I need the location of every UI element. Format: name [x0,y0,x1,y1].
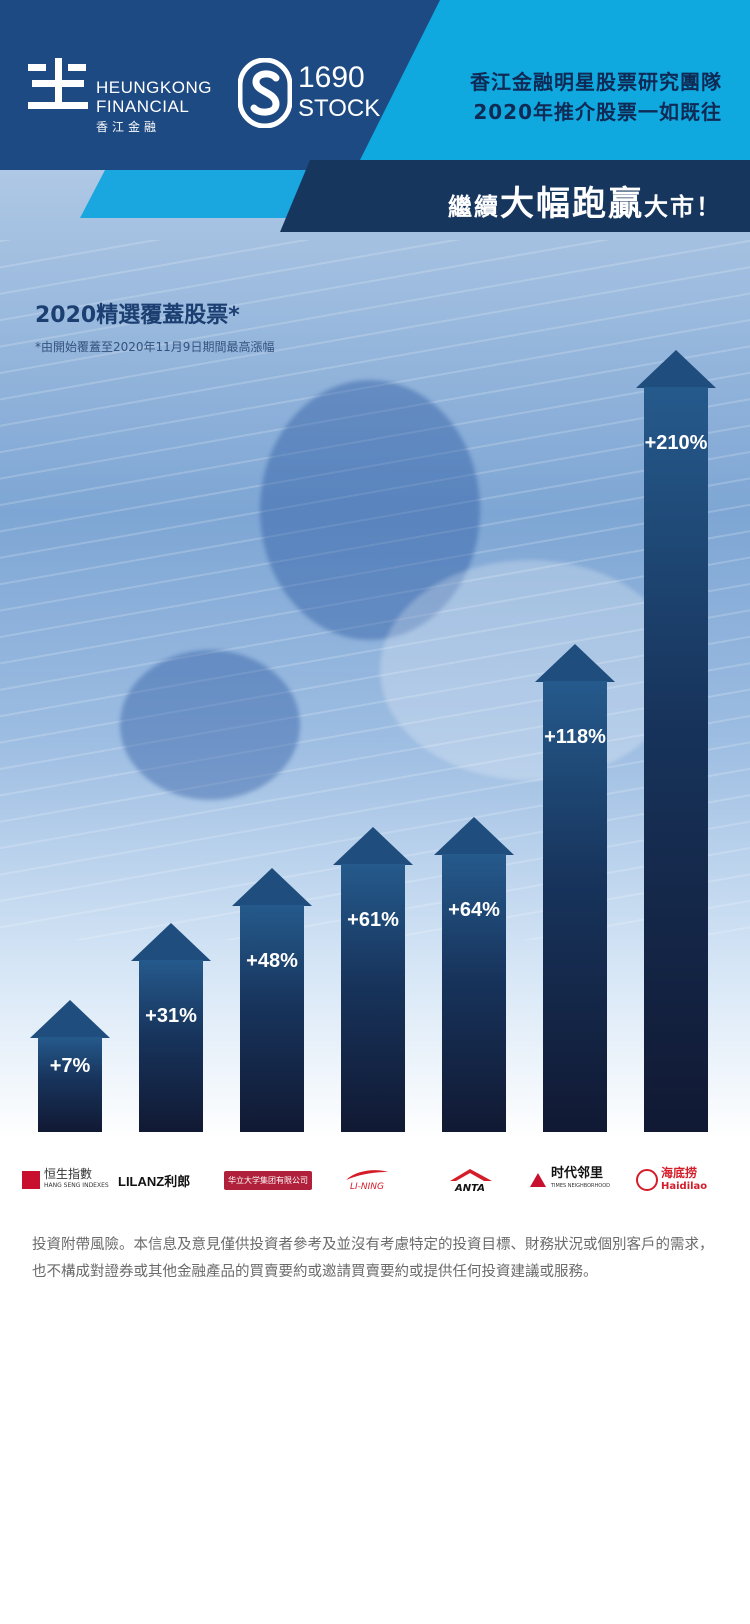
poster-background: HEUNGKONG FINANCIAL 香江金融 1690 STOCK 香江金融… [0,0,750,1140]
anta-name: ANTA [455,1182,485,1194]
times-name-en: TIMES NEIGHBORHOOD [551,1183,611,1189]
arrow-body [442,854,506,1132]
arrow-body [240,905,304,1132]
stock-1690-logo-icon [238,58,292,128]
hsi-name-cn: 恒生指數 [44,1167,93,1181]
haidilao-name-en: Haidilao [661,1181,708,1192]
huali-name: 华立大学集团有限公司 [224,1170,312,1190]
haidilao-logo-text: 海底捞 Haidilao [661,1167,707,1193]
headline-slogan: 繼續大幅跑贏大市！ [448,176,722,225]
haidilao-icon [636,1169,658,1191]
map-shape [260,380,480,640]
arrow-head [333,826,413,865]
arrow-body [644,387,708,1132]
times-logo-text: 时代邻里 TIMES NEIGHBORHOOD [551,1166,611,1192]
arrow-head [131,922,211,961]
arrow-body [38,1036,102,1132]
stock-word: STOCK [298,95,381,122]
arrow-value-label: +7% [49,1054,91,1077]
huali-logo: 华立大学集团有限公司 [224,1160,312,1200]
times-neighborhood-logo: 时代邻里 TIMES NEIGHBORHOOD [528,1160,610,1200]
arrow-head [30,999,110,1038]
hsi-logo: 恒生指數 HANG SENG INDEXES [22,1160,109,1200]
section-note: *由開始覆蓋至2020年11月9日期間最高漲幅 [35,340,275,354]
arrow-value-label: +61% [347,908,399,931]
growth-arrow: +7% [30,999,110,1132]
arrow-head [232,868,312,907]
stock-code: 1690 [298,61,365,94]
anta-logo: ANTA [446,1160,494,1200]
header-banner: HEUNGKONG FINANCIAL 香江金融 1690 STOCK 香江金融… [0,0,750,235]
arrow-body [543,681,607,1132]
growth-arrow: +118% [535,644,615,1132]
growth-arrow: +48% [232,868,312,1132]
growth-arrow: +31% [131,922,211,1132]
lining-swoosh-icon [346,1170,388,1180]
section-title: 2020精選覆蓋股票* [35,303,240,328]
slogan-part-a: 繼續 [448,193,500,221]
arrow-value-label: +64% [448,899,500,922]
lilanz-logo: LILANZ利郎 [118,1160,190,1200]
heungkong-name-en: HEUNGKONG FINANCIAL [96,78,212,116]
hsi-name-en: HANG SENG INDEXES [44,1182,109,1189]
company-logos-row: 恒生指數 HANG SENG INDEXES LILANZ利郎 华立大学集团有限… [0,1160,750,1210]
arrow-value-label: +48% [246,950,298,973]
arrow-body [139,959,203,1132]
anta-mark-icon [450,1168,492,1181]
growth-arrow: +64% [434,817,514,1132]
growth-arrow: +61% [333,826,413,1132]
ticker-background [0,240,750,940]
disclaimer-text: 投資附帶風險。本信息及意見僅供投資者參考及並沒有考慮特定的投資目標、財務狀況或個… [32,1237,714,1280]
slogan-part-c: 大市！ [644,193,722,221]
header-slogan-panel [280,160,750,232]
haidilao-name-cn: 海底捞 [661,1166,698,1180]
arrow-head [434,817,514,856]
headline-line1: 香江金融明星股票研究團隊 [470,70,722,94]
heungkong-name-cn: 香江金融 [96,120,161,134]
lining-name: LI-NING [349,1182,384,1192]
arrow-value-label: +118% [544,726,606,749]
times-mark-icon [530,1173,546,1187]
growth-arrow: +210% [636,350,716,1132]
heungkong-logo-icon [28,58,88,109]
hsi-logo-icon [22,1171,40,1189]
arrow-body [341,863,405,1132]
haidilao-logo: 海底捞 Haidilao [636,1160,707,1200]
arrow-head [535,644,615,683]
header-light-stripe [80,170,310,218]
arrow-head [636,350,716,388]
hsi-logo-text: 恒生指數 HANG SENG INDEXES [44,1168,109,1192]
map-shape [380,560,680,780]
lilanz-name: LILANZ利郎 [118,1173,191,1189]
headline-line2: 2020年推介股票一如既往 [473,100,722,124]
lining-logo: LI-NING [344,1160,390,1200]
arrow-value-label: +31% [145,1004,197,1027]
map-shape [120,650,300,800]
times-name-cn: 时代邻里 [551,1166,604,1181]
arrow-value-label: +210% [644,432,708,454]
slogan-part-b: 大幅跑贏 [500,184,644,224]
